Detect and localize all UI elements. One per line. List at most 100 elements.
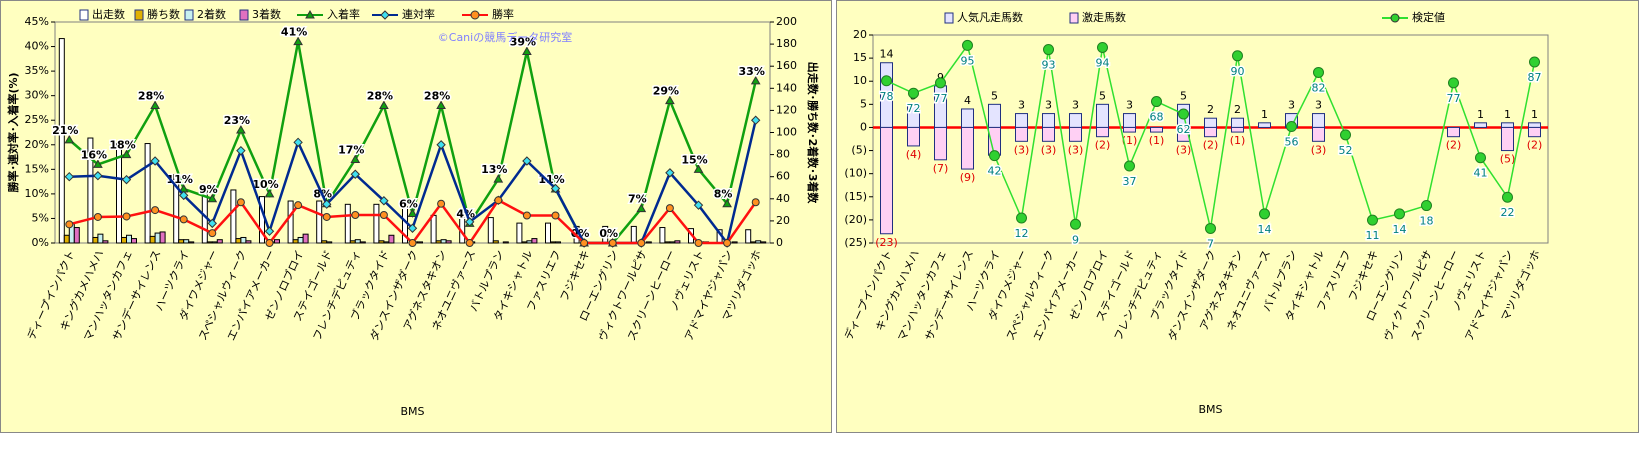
marker — [379, 196, 389, 206]
bar — [245, 240, 252, 244]
bar-label: 14 — [880, 48, 894, 61]
bar — [1069, 113, 1082, 128]
marker — [179, 215, 188, 224]
point-label: 14 — [1393, 223, 1407, 236]
marker — [293, 36, 303, 46]
bar — [1528, 122, 1541, 128]
legend-swatch — [239, 9, 249, 21]
bar — [440, 239, 447, 244]
marker — [908, 87, 919, 99]
marker — [522, 46, 532, 55]
bar-label: (2) — [1203, 139, 1219, 152]
point-label: 29% — [653, 85, 679, 98]
x-axis-title: BMS — [400, 405, 424, 418]
bar-label: 1 — [1531, 108, 1538, 121]
y-tick-label: 25% — [25, 113, 49, 126]
bar — [97, 233, 104, 244]
point-label: 28% — [424, 89, 450, 102]
marker — [1070, 218, 1081, 230]
bar-label: 1 — [1261, 108, 1268, 121]
y-tick-label: (5) — [851, 144, 867, 157]
marker — [1529, 56, 1540, 68]
bar — [126, 234, 132, 244]
bar — [880, 126, 893, 235]
bar — [731, 241, 738, 244]
marker — [437, 199, 446, 208]
point-label: 52 — [1339, 144, 1353, 157]
marker — [150, 100, 160, 109]
marker — [1232, 50, 1243, 62]
bar — [121, 236, 127, 244]
marker — [522, 156, 532, 166]
y-tick-label: 30% — [25, 89, 49, 102]
bar-label: (4) — [906, 148, 922, 161]
point-label: 72 — [907, 102, 921, 115]
marker — [1178, 108, 1189, 120]
point-label: 95 — [961, 54, 975, 67]
marker — [1259, 208, 1270, 220]
bar — [302, 233, 309, 244]
bar — [492, 240, 499, 244]
bar — [1258, 122, 1271, 128]
bar — [144, 143, 151, 244]
bar — [383, 241, 390, 244]
marker — [1286, 121, 1297, 133]
marker — [436, 100, 446, 109]
bar — [755, 240, 762, 244]
marker — [351, 211, 360, 220]
bar — [1474, 122, 1487, 128]
bar — [292, 239, 299, 244]
marker — [1394, 208, 1405, 220]
bar — [316, 200, 323, 244]
marker — [121, 149, 132, 159]
marker — [493, 174, 504, 183]
bar — [1177, 126, 1190, 142]
legend-label: 勝ち数 — [147, 7, 180, 21]
bar-label: (7) — [933, 162, 949, 175]
bar — [750, 241, 757, 244]
bar — [188, 241, 195, 244]
legend-swatch — [944, 12, 954, 24]
bar — [630, 225, 637, 244]
marker — [1421, 200, 1432, 212]
legend-swatch — [184, 9, 194, 21]
bar — [216, 239, 223, 244]
bar — [1150, 126, 1163, 133]
bar — [388, 234, 395, 244]
marker — [322, 212, 331, 221]
bar — [445, 240, 452, 244]
bar-label: (3) — [1014, 143, 1030, 156]
marker — [350, 169, 361, 179]
bar — [1528, 126, 1541, 138]
bar — [235, 238, 242, 244]
bar — [230, 189, 237, 244]
y-tick-label: 10 — [853, 74, 867, 87]
bar — [1096, 103, 1109, 128]
bar — [58, 38, 65, 244]
marker — [962, 39, 973, 51]
y2-tick-label: 160 — [776, 59, 797, 72]
y2-axis-title: 出走数･勝ち数･2着数･3着数 — [806, 62, 820, 205]
point-label: 8% — [714, 188, 733, 201]
bar — [359, 241, 366, 244]
bar — [206, 241, 213, 244]
bar-label: (2) — [1095, 139, 1111, 152]
bar — [1312, 126, 1325, 142]
legend-label: 検定値 — [1412, 10, 1445, 24]
y2-tick-label: 200 — [776, 15, 797, 28]
point-label: 28% — [138, 89, 164, 102]
marker — [637, 239, 646, 247]
bar-label: (3) — [1176, 143, 1192, 156]
bar — [131, 238, 137, 244]
bar-label: (1) — [1230, 134, 1246, 147]
y-tick-label: (25) — [844, 236, 867, 249]
y-tick-label: 0% — [32, 236, 49, 249]
bar — [1501, 122, 1514, 128]
point-label: 41% — [281, 26, 307, 39]
bar-label: 1 — [1477, 108, 1484, 121]
marker — [264, 188, 275, 198]
marker — [608, 239, 617, 247]
marker — [407, 208, 418, 218]
bar-label: (3) — [1311, 143, 1327, 156]
marker — [151, 206, 160, 215]
